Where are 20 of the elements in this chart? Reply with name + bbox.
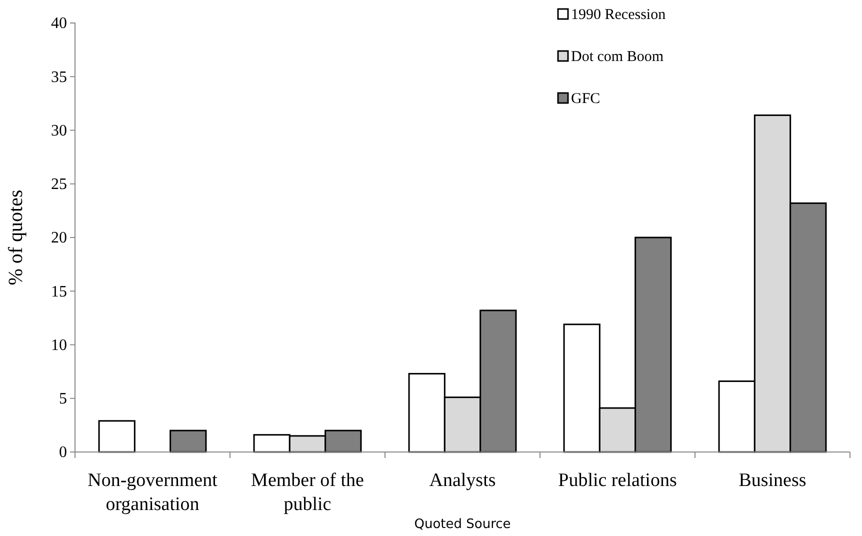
y-axis-title: % of quotes (5, 190, 27, 286)
x-tick-label: Public relations (558, 470, 677, 491)
y-tick-label: 5 (59, 390, 67, 408)
x-axis-title: Quoted Source (414, 517, 511, 532)
y-tick-label: 35 (51, 68, 67, 86)
y-tick-label: 40 (51, 15, 67, 32)
legend-label: GFC (571, 91, 600, 107)
y-tick-label: 15 (51, 283, 67, 300)
legend-label: Dot com Boom (571, 49, 664, 65)
y-tick-label: 30 (51, 122, 67, 140)
y-tick-label: 25 (51, 176, 67, 193)
x-tick-label: Non-government organisation (88, 470, 218, 515)
x-tick-label: Business (738, 470, 806, 491)
y-tick-label: 20 (51, 230, 67, 247)
bar (98, 420, 136, 453)
y-tick-label: 0 (59, 444, 67, 462)
x-tick-label: Analysts (429, 470, 496, 491)
legend-label: 1990 Recession (571, 7, 666, 23)
x-tick-label: Member of the public (251, 470, 364, 515)
y-tick-label: 10 (51, 336, 67, 354)
